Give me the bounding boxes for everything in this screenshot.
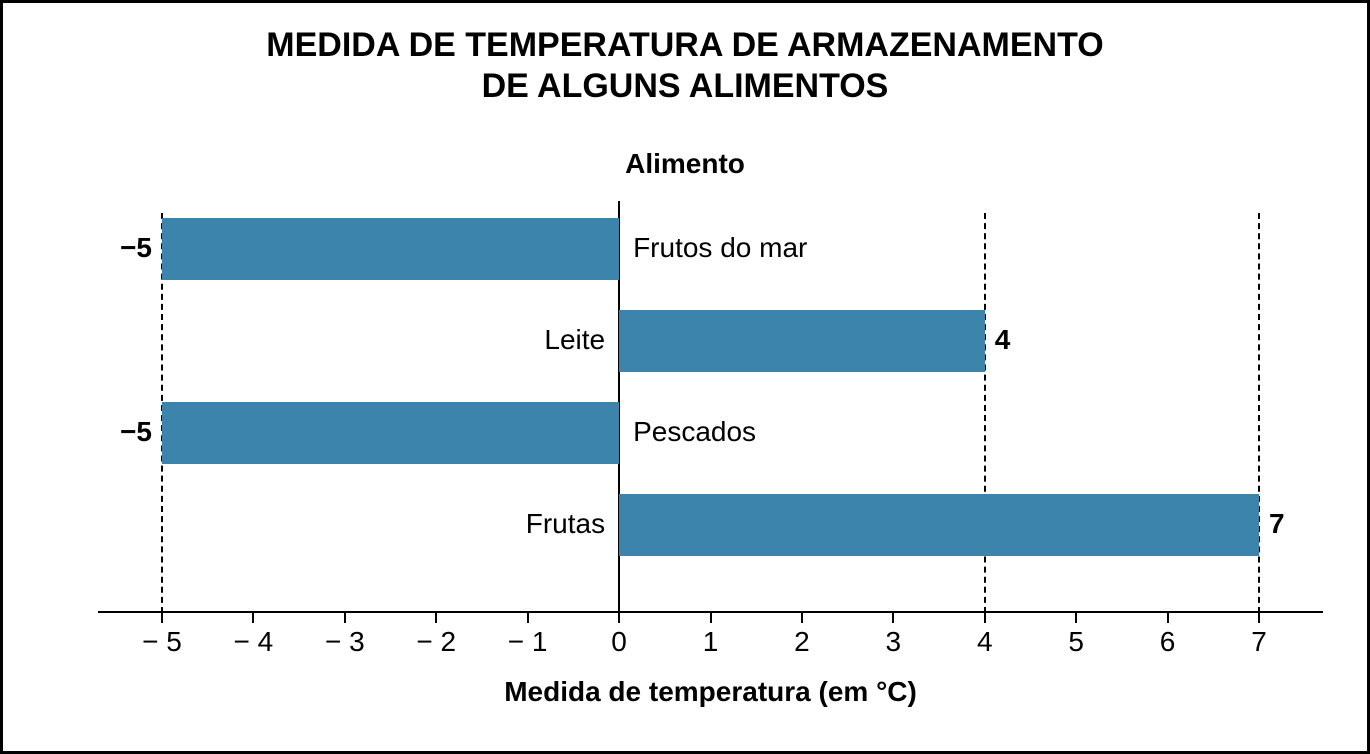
x-tick-mark <box>710 613 712 623</box>
x-tick-label: − 4 <box>234 626 274 658</box>
chart-frame: MEDIDA DE TEMPERATURA DE ARMAZENAMENTO D… <box>0 0 1370 754</box>
value-label: 7 <box>1269 508 1285 540</box>
category-label: Leite <box>544 324 605 356</box>
x-tick-label: 1 <box>703 626 719 658</box>
y-axis-title: Alimento <box>3 148 1367 180</box>
x-tick-mark <box>527 613 529 623</box>
x-tick-mark <box>252 613 254 623</box>
value-label: −5 <box>120 416 152 448</box>
x-tick-mark <box>984 613 986 623</box>
x-tick-label: − 3 <box>325 626 365 658</box>
x-tick-mark <box>801 613 803 623</box>
x-tick-label: 2 <box>794 626 810 658</box>
chart-title: MEDIDA DE TEMPERATURA DE ARMAZENAMENTO D… <box>3 25 1367 107</box>
x-tick-label: 0 <box>611 626 627 658</box>
x-tick-mark <box>892 613 894 623</box>
x-tick-label: − 1 <box>508 626 548 658</box>
x-tick-label: 4 <box>977 626 993 658</box>
x-tick-label: 7 <box>1251 626 1267 658</box>
plot-area: Medida de temperatura (em °C) − 5− 4− 3−… <box>98 198 1323 613</box>
value-label: −5 <box>120 232 152 264</box>
x-tick-label: 3 <box>886 626 902 658</box>
x-tick-mark <box>618 613 620 623</box>
x-tick-mark <box>344 613 346 623</box>
x-tick-mark <box>1167 613 1169 623</box>
x-tick-label: − 2 <box>416 626 456 658</box>
x-tick-mark <box>1075 613 1077 623</box>
bar <box>619 310 985 372</box>
x-tick-mark <box>161 613 163 623</box>
category-label: Frutos do mar <box>633 232 807 264</box>
x-tick-mark <box>1258 613 1260 623</box>
category-label: Frutas <box>526 508 605 540</box>
value-label: 4 <box>995 324 1011 356</box>
x-tick-label: − 5 <box>142 626 182 658</box>
bar <box>619 494 1259 556</box>
x-tick-label: 5 <box>1068 626 1084 658</box>
bar <box>162 218 619 280</box>
chart-title-line1: MEDIDA DE TEMPERATURA DE ARMAZENAMENTO <box>266 26 1103 64</box>
x-tick-label: 6 <box>1160 626 1176 658</box>
category-label: Pescados <box>633 416 756 448</box>
chart-title-line2: DE ALGUNS ALIMENTOS <box>482 67 889 105</box>
x-axis-title: Medida de temperatura (em °C) <box>98 676 1323 708</box>
bar <box>162 402 619 464</box>
x-tick-mark <box>435 613 437 623</box>
